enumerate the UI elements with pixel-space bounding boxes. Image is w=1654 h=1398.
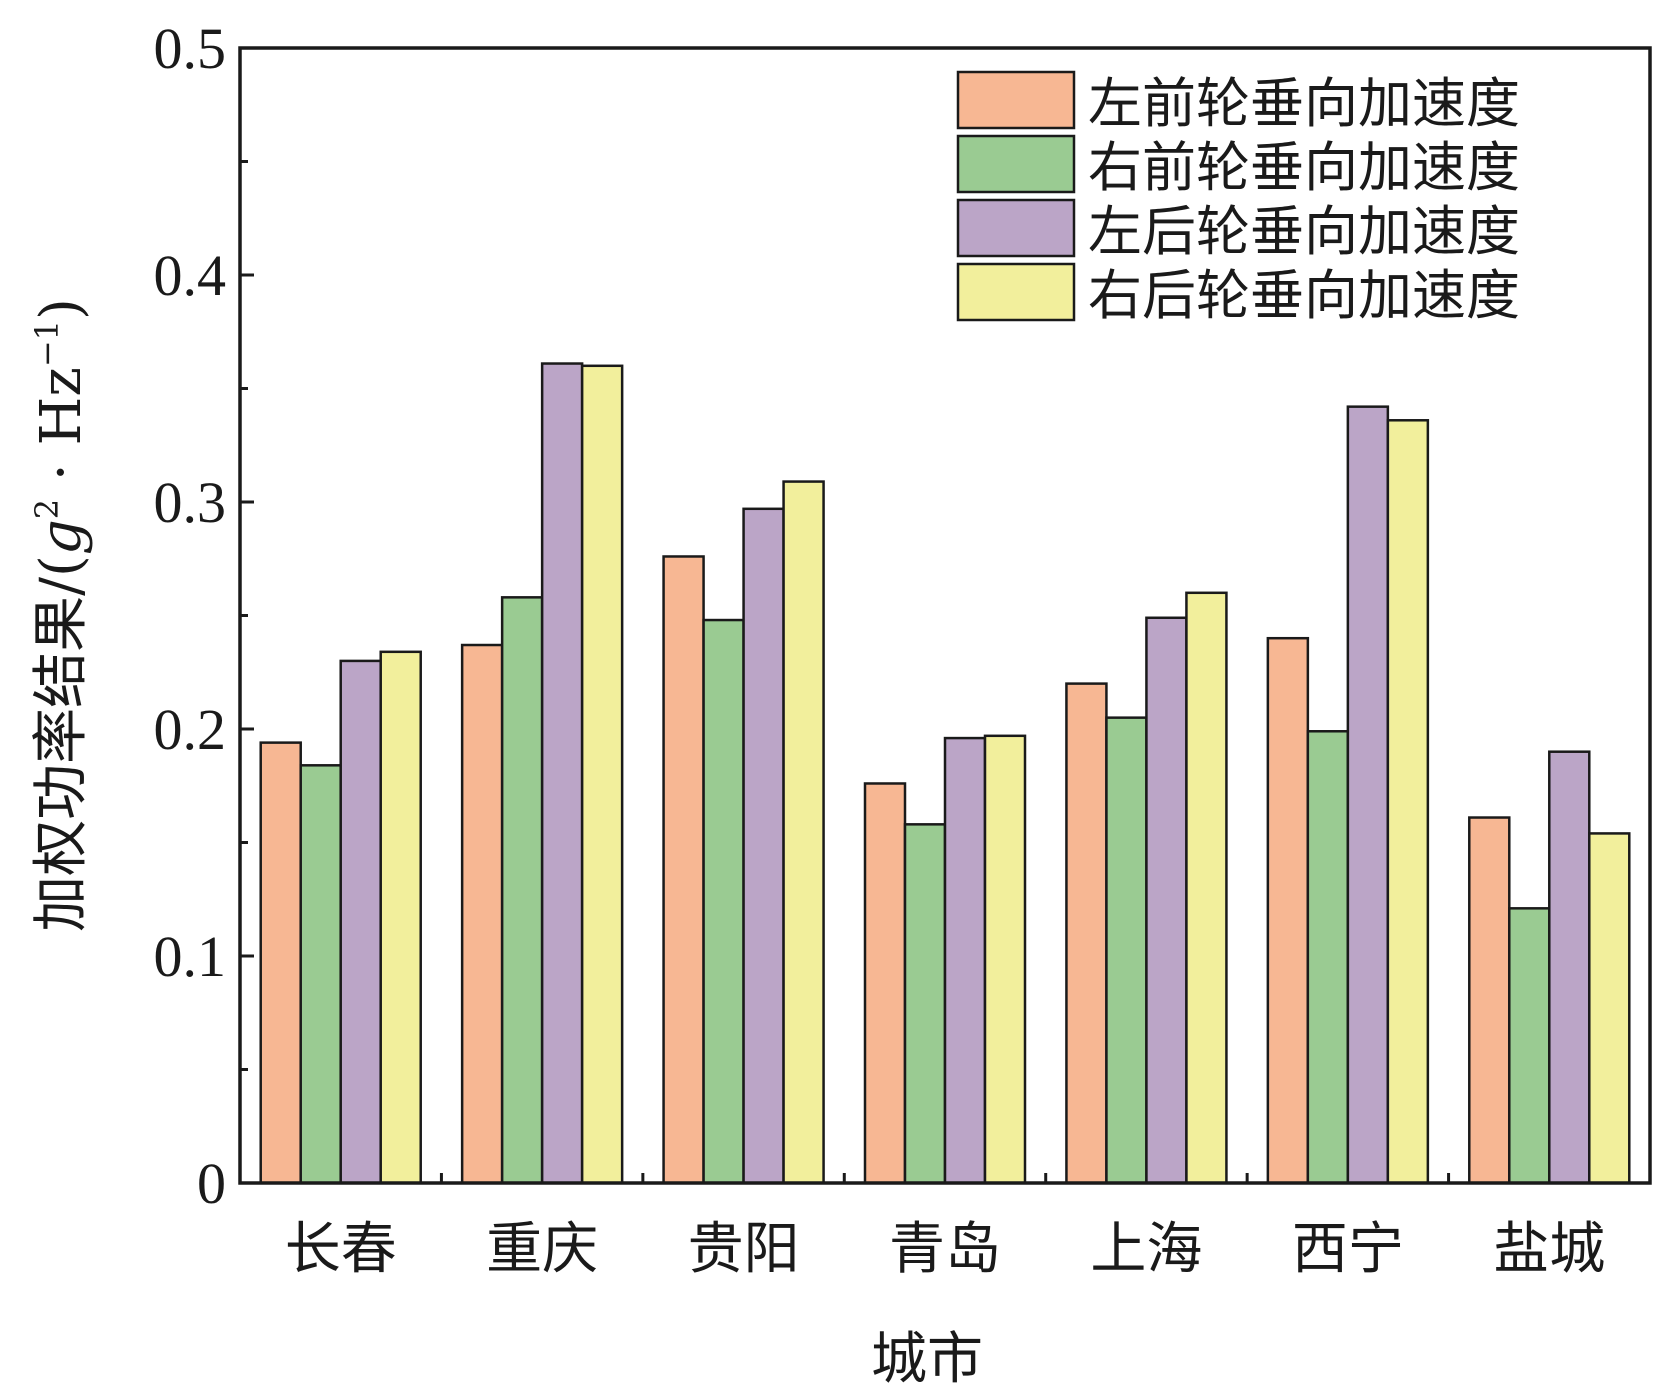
- bar-2-3: [782, 480, 825, 1185]
- bar-3-0: [863, 782, 907, 1185]
- bar-4-2: [1145, 616, 1188, 1185]
- bar-5-2: [1346, 405, 1390, 1185]
- bar-1-1: [500, 596, 544, 1185]
- bar-5-1: [1306, 730, 1350, 1185]
- y-tick-label: 0.5: [154, 16, 227, 81]
- y-axis-title: 加权功率结果/(g2 · Hz−1): [28, 298, 94, 932]
- x-tick-label: 盐城: [1493, 1217, 1605, 1282]
- legend-swatch-0: [956, 70, 1076, 130]
- bar-2-1: [702, 618, 745, 1185]
- x-tick-label: 长春: [285, 1217, 397, 1282]
- legend-swatch-2: [956, 198, 1076, 258]
- bar-2-0: [662, 555, 705, 1185]
- y-tick-label: 0: [197, 1151, 226, 1216]
- bar-0-2: [339, 659, 382, 1185]
- bars-layer: [259, 362, 1631, 1185]
- bar-6-3: [1588, 832, 1631, 1185]
- bar-1-0: [460, 643, 504, 1185]
- y-tick-label: 0.4: [154, 243, 227, 308]
- legend-label-2: 左后轮垂向加速度: [1088, 200, 1520, 263]
- y-tick-label: 0.1: [154, 924, 227, 989]
- x-tick-label: 西宁: [1292, 1217, 1404, 1282]
- bar-3-2: [943, 736, 987, 1185]
- legend-swatch-3: [956, 262, 1076, 322]
- bar-4-3: [1185, 591, 1228, 1185]
- y-tick-label: 0.3: [154, 470, 227, 535]
- bar-3-1: [903, 823, 947, 1185]
- bar-1-3: [580, 364, 624, 1185]
- bar-0-0: [259, 741, 302, 1185]
- bar-4-0: [1065, 682, 1108, 1185]
- bar-0-3: [379, 650, 422, 1185]
- x-tick-label: 贵阳: [688, 1217, 800, 1282]
- x-axis: 长春 重庆 贵阳 青岛 上海 西宁 盐城: [285, 1173, 1605, 1282]
- x-axis-title: 城市: [871, 1327, 983, 1392]
- y-tick-label: 0.2: [154, 697, 227, 762]
- bar-3-3: [983, 734, 1027, 1185]
- bar-6-1: [1508, 907, 1551, 1185]
- bar-5-0: [1266, 636, 1310, 1185]
- bar-2-2: [742, 507, 785, 1185]
- bar-5-3: [1386, 419, 1430, 1185]
- bar-1-2: [540, 362, 584, 1185]
- y-axis: 0 0.1 0.2 0.3 0.4 0.5: [154, 16, 254, 1216]
- x-tick-label: 重庆: [486, 1217, 598, 1282]
- legend-label-3: 右后轮垂向加速度: [1088, 264, 1520, 327]
- bar-6-0: [1468, 816, 1511, 1185]
- legend-swatch-1: [956, 134, 1076, 194]
- bar-0-1: [299, 764, 342, 1185]
- x-tick-label: 青岛: [889, 1217, 1001, 1282]
- legend-label-0: 左前轮垂向加速度: [1088, 72, 1520, 135]
- legend-label-1: 右前轮垂向加速度: [1088, 136, 1520, 199]
- bar-4-1: [1105, 716, 1148, 1185]
- bar-6-2: [1548, 750, 1591, 1185]
- x-tick-label: 上海: [1090, 1217, 1202, 1282]
